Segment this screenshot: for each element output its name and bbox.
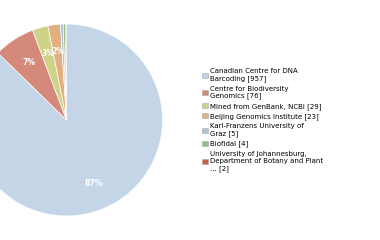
Wedge shape [60, 24, 66, 120]
Wedge shape [65, 24, 66, 120]
Text: 3%: 3% [41, 49, 54, 58]
Text: 87%: 87% [84, 179, 103, 188]
Text: 2%: 2% [51, 47, 64, 56]
Legend: Canadian Centre for DNA
Barcoding [957], Centre for Biodiversity
Genomics [76], : Canadian Centre for DNA Barcoding [957],… [202, 68, 323, 172]
Wedge shape [48, 24, 66, 120]
Wedge shape [0, 24, 163, 216]
Text: 7%: 7% [22, 58, 35, 67]
Wedge shape [63, 24, 66, 120]
Wedge shape [33, 26, 66, 120]
Wedge shape [0, 30, 66, 120]
